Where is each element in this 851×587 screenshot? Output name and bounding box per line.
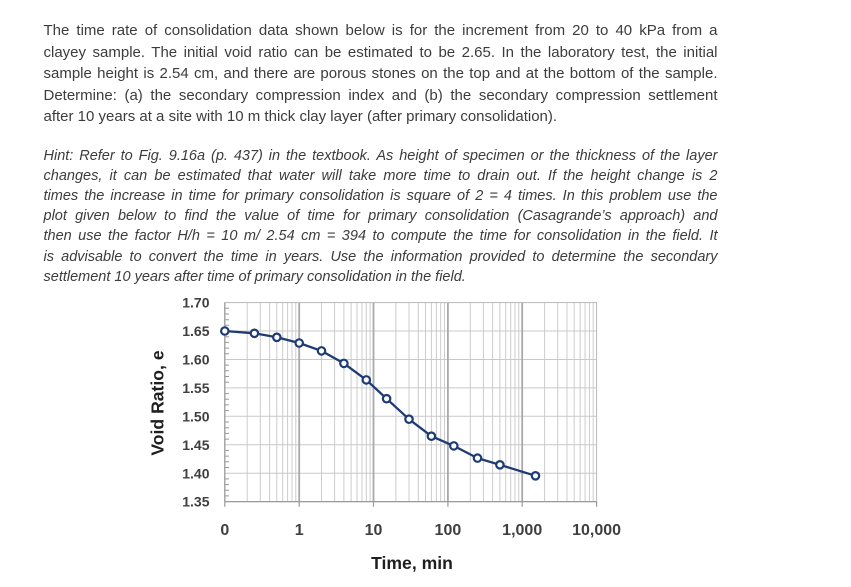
svg-text:100: 100	[435, 522, 462, 539]
svg-text:1.55: 1.55	[182, 380, 209, 396]
svg-text:1.50: 1.50	[182, 408, 209, 424]
svg-text:1.40: 1.40	[182, 465, 209, 481]
svg-text:1,000: 1,000	[502, 522, 542, 539]
svg-text:1.60: 1.60	[182, 352, 209, 368]
svg-text:Void Ratio, e: Void Ratio, e	[147, 350, 167, 455]
svg-text:1.70: 1.70	[182, 295, 209, 311]
svg-text:10: 10	[365, 522, 383, 539]
svg-text:10,000: 10,000	[572, 522, 621, 539]
svg-text:Time, min: Time, min	[371, 553, 453, 573]
svg-text:1.35: 1.35	[182, 494, 209, 510]
svg-text:0: 0	[220, 522, 229, 539]
svg-text:1.65: 1.65	[182, 323, 209, 339]
svg-text:1.45: 1.45	[182, 437, 209, 453]
svg-text:1: 1	[295, 522, 304, 539]
